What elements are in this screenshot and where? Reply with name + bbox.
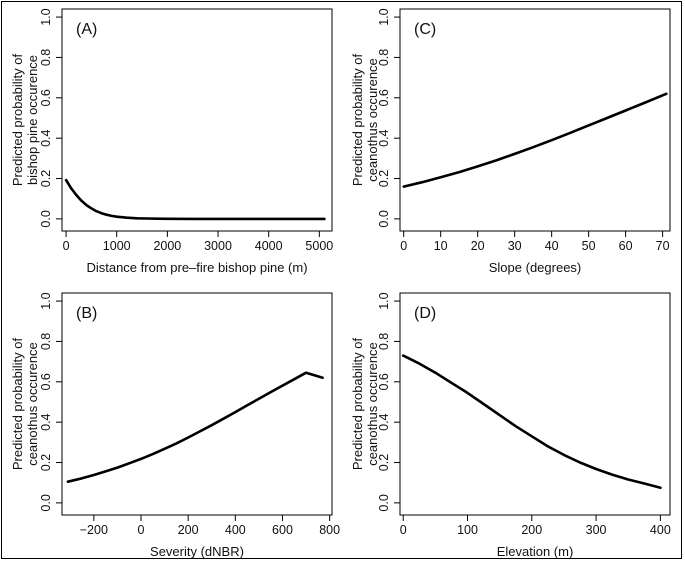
y-axis-label-line: ceanothus occurence	[365, 342, 380, 466]
x-axis-label: Distance from pre–fire bishop pine (m)	[86, 260, 307, 275]
series-line-predicted	[402, 92, 668, 188]
x-axis-label: Elevation (m)	[497, 544, 574, 559]
y-tick-label: 0.8	[39, 49, 53, 66]
y-axis-label-line: ceanothus occurence	[25, 342, 40, 466]
chart-panel-c: (C) 0 10 20 30 40 50 60 70 0.0 0.2 0.4 0.6 0.8 1.0 Slop…	[350, 8, 671, 275]
y-tick-label: 0.0	[39, 210, 53, 227]
x-tick-label: 10	[434, 239, 448, 253]
x-tick-label: 70	[656, 239, 670, 253]
x-tick-label: 4000	[255, 239, 283, 253]
panel-label: (D)	[414, 305, 436, 322]
y-tick-label: 0.2	[377, 170, 391, 187]
y-axis-label-line: ceanothus occurence	[365, 58, 380, 182]
y-tick-label: 1.0	[39, 8, 53, 25]
y-tick-label: 1.0	[39, 292, 53, 309]
panel-label: (C)	[414, 21, 436, 38]
y-axis-label-line: Predicted probability of	[10, 53, 25, 186]
series-line-predicted	[64, 178, 326, 221]
x-tick-label: 5000	[305, 239, 333, 253]
x-tick-label: 50	[582, 239, 596, 253]
x-tick-label: 0	[400, 523, 407, 537]
y-tick-label: 0.6	[39, 373, 53, 390]
series-line-predicted	[66, 371, 324, 483]
y-tick-label: 0.4	[377, 413, 391, 430]
x-tick-label: 400	[225, 523, 246, 537]
plot-frame	[399, 8, 671, 232]
chart-panel-d: (D) 0 100 200 300 400 0.0 0.2 0.4 0.6 0.8 1.0 Elevat…	[350, 292, 671, 559]
y-tick-label: 1.0	[377, 292, 391, 309]
plot-frame	[61, 292, 333, 516]
x-tick-label: 0	[63, 239, 70, 253]
y-axis-label-line: bishop pine occurence	[25, 55, 40, 185]
x-axis-label: Severity (dNBR)	[150, 544, 244, 559]
y-axis-label-line: Predicted probability of	[10, 337, 25, 470]
x-tick-label: 30	[508, 239, 522, 253]
x-tick-label: −200	[80, 523, 108, 537]
y-tick-label: 0.0	[377, 210, 391, 227]
y-tick-label: 0.8	[377, 333, 391, 350]
y-tick-label: 0.4	[39, 413, 53, 430]
series-line-predicted	[401, 354, 662, 490]
x-tick-label: 40	[545, 239, 559, 253]
x-tick-label: 300	[586, 523, 607, 537]
plot-frame	[399, 292, 671, 516]
chart-panel-a: (A) 0 1000 2000 3000 4000 5000 0.0 0.2 0.4 0.6 0.8 1…	[10, 8, 333, 275]
y-tick-label: 0.0	[39, 494, 53, 511]
x-tick-label: 0	[138, 523, 145, 537]
chart-panel-b: (B) −200 0 200 400 600 800 0.0 0.2 0.4 0.6 0.8 1.0 Se…	[10, 292, 340, 559]
x-tick-label: 1000	[103, 239, 131, 253]
y-tick-label: 1.0	[377, 8, 391, 25]
panel-label: (A)	[76, 21, 97, 38]
y-tick-label: 0.2	[39, 170, 53, 187]
x-tick-label: 0	[400, 239, 407, 253]
x-tick-label: 3000	[204, 239, 232, 253]
y-tick-label: 0.4	[377, 129, 391, 146]
plot-frame	[61, 8, 333, 232]
y-tick-label: 0.0	[377, 494, 391, 511]
y-tick-label: 0.4	[39, 129, 53, 146]
y-axis-label-line: Predicted probability of	[350, 53, 365, 186]
x-tick-label: 800	[319, 523, 340, 537]
y-tick-label: 0.6	[377, 373, 391, 390]
y-tick-label: 0.2	[39, 454, 53, 471]
x-tick-label: 100	[457, 523, 478, 537]
y-tick-label: 0.6	[377, 89, 391, 106]
y-tick-label: 0.2	[377, 454, 391, 471]
x-tick-label: 200	[178, 523, 199, 537]
x-tick-label: 2000	[153, 239, 181, 253]
y-axis-label-line: Predicted probability of	[350, 337, 365, 470]
x-tick-label: 600	[272, 523, 293, 537]
x-tick-label: 20	[471, 239, 485, 253]
y-tick-label: 0.6	[39, 89, 53, 106]
x-tick-label: 60	[619, 239, 633, 253]
x-tick-label: 400	[650, 523, 671, 537]
x-tick-label: 200	[521, 523, 542, 537]
x-axis-label: Slope (degrees)	[489, 260, 582, 275]
y-tick-label: 0.8	[39, 333, 53, 350]
y-tick-label: 0.8	[377, 49, 391, 66]
panel-label: (B)	[76, 305, 97, 322]
